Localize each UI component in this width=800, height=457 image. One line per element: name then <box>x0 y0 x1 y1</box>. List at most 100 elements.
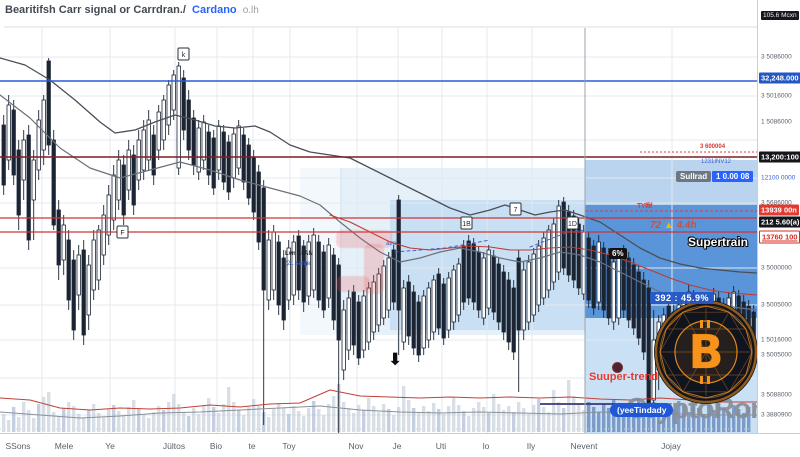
candle-body <box>491 255 496 313</box>
volume-bar <box>627 403 631 432</box>
candle-body <box>591 245 596 309</box>
time-tick: te <box>248 441 256 451</box>
candle-body <box>116 159 121 201</box>
candle-body <box>451 269 456 323</box>
price-level-badge: 13760 100 <box>759 230 800 244</box>
candle-body <box>471 243 476 303</box>
time-tick: Toy <box>282 441 296 451</box>
candle-body <box>631 264 636 329</box>
candle-body <box>321 251 326 311</box>
trade-marker[interactable] <box>566 216 579 230</box>
volume-bar <box>267 417 271 432</box>
time-tick: Je <box>392 441 402 451</box>
time-axis[interactable]: SSons Mele Ye Jültos Bio te Toy Nov Je Uti lo Ily Ne… <box>0 433 800 457</box>
candle-body <box>466 240 471 299</box>
volume-bar <box>177 404 181 432</box>
volume-bar <box>132 400 136 432</box>
candle-body <box>226 141 231 193</box>
volume-bar <box>277 403 281 432</box>
chart-canvas[interactable]: k F 1B 7 1D <box>0 0 757 433</box>
candle-body <box>506 279 511 343</box>
volume-bar <box>532 405 536 432</box>
volume-bar <box>567 380 571 432</box>
candle-body <box>76 254 81 296</box>
volume-bar <box>447 406 451 432</box>
indicator-badge: Sullrad <box>676 171 712 182</box>
trade-marker-label: 1D <box>568 221 577 228</box>
volume-bar <box>192 408 196 432</box>
volume-bar <box>572 396 576 432</box>
warning-label: 72 ▲ 4.4h <box>650 220 697 231</box>
candle-body <box>181 77 186 131</box>
volume-bar <box>557 402 561 432</box>
volume-bar <box>402 386 406 432</box>
ma-line <box>394 239 491 253</box>
time-tick: Jojay <box>661 441 681 451</box>
trade-marker[interactable] <box>177 47 190 61</box>
ma-line <box>329 214 757 296</box>
volume-bar <box>247 407 251 432</box>
tiny-blue-value: 1231INV12 <box>701 159 732 165</box>
candle-body <box>266 239 271 301</box>
candle-body <box>521 269 526 331</box>
candle-body <box>31 159 36 201</box>
candle-body <box>461 245 466 303</box>
price-axis[interactable]: 3 5086000 3 5016000 1 5086000 12100 0000 3 5… <box>757 0 800 433</box>
volume-bar <box>362 410 366 432</box>
trade-marker-label: 1B <box>462 221 471 228</box>
price-level-badge: 212 5.60(a) <box>759 216 800 228</box>
trend-dot-marker <box>612 362 623 373</box>
volume-bar <box>2 414 6 432</box>
volume-bar <box>657 407 661 432</box>
price-tick: 3 5086000 <box>761 53 792 61</box>
candle-body <box>371 281 376 333</box>
volume-bar <box>52 412 56 432</box>
volume-bar <box>467 416 471 432</box>
candle-body <box>406 281 411 337</box>
volume-bar <box>517 402 521 432</box>
candle-body <box>496 263 501 323</box>
volume-bar <box>97 413 101 432</box>
symbol-name[interactable]: Cardano <box>192 4 237 16</box>
azo-label: azo <box>386 240 397 247</box>
time-tick: Bio <box>209 441 223 451</box>
volume-bar <box>482 407 486 432</box>
title-prefix: Bearitifsh Carr signal or Carrdran./ <box>5 4 186 16</box>
candle-body <box>601 247 606 311</box>
candle-body <box>576 223 581 289</box>
volume-bar <box>347 408 351 432</box>
volume-bar <box>722 408 726 432</box>
candle-body <box>61 224 66 261</box>
candle-body <box>511 287 516 353</box>
trade-marker[interactable] <box>509 202 522 216</box>
volume-bar <box>507 406 511 432</box>
candle-body <box>456 263 461 316</box>
price-tick: 12100 0000 <box>761 174 796 182</box>
warning-triangle-icon: ▲ <box>663 220 674 231</box>
signal-pill[interactable]: (yeeTindady <box>610 403 674 417</box>
volume-bar <box>472 408 476 432</box>
trade-marker[interactable] <box>460 216 473 230</box>
candle-body <box>556 205 561 273</box>
volume-bar <box>152 412 156 432</box>
volume-bar <box>442 414 446 432</box>
ma-line <box>529 229 586 248</box>
volume-bar <box>492 394 496 432</box>
price-tick: 3 5088000 <box>761 391 792 399</box>
candle-body <box>191 117 196 166</box>
candle-body <box>6 104 11 161</box>
volume-bar <box>617 406 621 432</box>
volume-bar <box>367 398 371 432</box>
volume-bar <box>682 406 686 432</box>
candle-body <box>376 273 381 326</box>
candle-body <box>21 139 26 181</box>
volume-bar <box>607 408 611 432</box>
price-tick: 1 5016000 <box>761 336 792 344</box>
volume-bar <box>642 405 646 432</box>
volume-bar <box>697 408 701 432</box>
volume-bar <box>92 404 96 432</box>
trade-marker[interactable] <box>116 225 129 239</box>
volume-bar <box>502 410 506 432</box>
candle-body <box>346 297 351 351</box>
volume-bar <box>232 402 236 432</box>
